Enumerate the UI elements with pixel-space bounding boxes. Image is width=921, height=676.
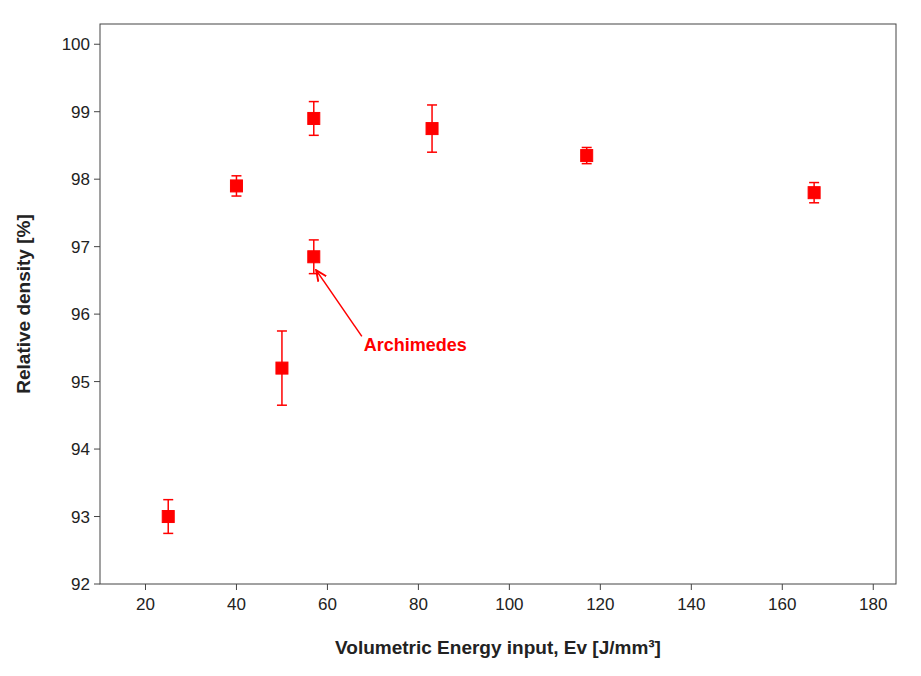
error-bar-cap: [582, 147, 592, 149]
error-bar: [809, 183, 819, 203]
y-axis: 92 93 94 95 96 97 98 99 100: [62, 35, 100, 594]
error-bar: [277, 331, 287, 405]
x-axis-label: Volumetric Energy input, Ev [J/mm³]: [335, 637, 661, 658]
point: [808, 187, 820, 199]
y-tick: [94, 246, 100, 247]
error-bar: [231, 176, 241, 196]
y-tick-label: 97: [71, 238, 90, 257]
y-axis-label: Relative density [%]: [13, 214, 34, 394]
error-bar-cap: [277, 330, 287, 332]
y-tick-label: 94: [71, 440, 90, 459]
y-tick: [94, 179, 100, 180]
plot-frame: [100, 24, 896, 584]
y-tick: [94, 516, 100, 517]
x-axis: 20 40 60 80 100 120 140 160 180: [136, 584, 887, 614]
error-bar-cap: [309, 135, 319, 137]
x-tick: [327, 584, 328, 590]
x-tick: [236, 584, 237, 590]
point: [308, 251, 320, 263]
x-tick-label: 40: [227, 595, 246, 614]
error-bar: [309, 102, 319, 136]
error-bar-cap: [427, 104, 437, 106]
x-tick-label: 100: [495, 595, 523, 614]
error-bar-cap: [231, 175, 241, 177]
y-tick-label: 92: [71, 575, 90, 594]
error-bar-cap: [309, 273, 319, 275]
y-tick-label: 95: [71, 373, 90, 392]
error-bar: [309, 240, 319, 274]
x-tick-label: 180: [859, 595, 887, 614]
annotations: Archimedes: [316, 270, 467, 355]
error-bar-cap: [163, 533, 173, 535]
y-tick-label: 100: [62, 35, 90, 54]
x-tick-label: 20: [136, 595, 155, 614]
error-bar: [163, 500, 173, 534]
data-marks: [162, 102, 820, 534]
y-tick: [94, 314, 100, 315]
error-bar-cap: [163, 499, 173, 501]
error-bar-cap: [809, 182, 819, 184]
x-tick: [600, 584, 601, 590]
chart: 20 40 60 80 100 120 140 160 180 92 93 94 95 96 97 98 99 1…: [0, 0, 921, 676]
x-tick: [145, 584, 146, 590]
point: [581, 150, 593, 162]
x-tick-label: 80: [409, 595, 428, 614]
point: [162, 511, 174, 523]
y-tick: [94, 449, 100, 450]
error-bar-cap: [427, 151, 437, 153]
series: [162, 102, 820, 534]
point: [230, 180, 242, 192]
y-tick-label: 99: [71, 103, 90, 122]
y-tick-label: 93: [71, 508, 90, 527]
error-bar: [427, 105, 437, 152]
x-tick: [691, 584, 692, 590]
x-tick: [509, 584, 510, 590]
error-bar-cap: [809, 202, 819, 204]
x-tick: [782, 584, 783, 590]
y-tick: [94, 584, 100, 585]
point: [276, 362, 288, 374]
y-tick-label: 96: [71, 305, 90, 324]
error-bar-cap: [277, 404, 287, 406]
y-tick: [94, 381, 100, 382]
error-bar-cap: [231, 195, 241, 197]
y-tick-label: 98: [71, 170, 90, 189]
point: [308, 112, 320, 124]
error-bar-cap: [309, 101, 319, 103]
x-tick-label: 120: [586, 595, 614, 614]
point: [426, 123, 438, 135]
x-tick: [873, 584, 874, 590]
x-tick-label: 140: [677, 595, 705, 614]
error-bar-cap: [582, 163, 592, 165]
series: [276, 331, 288, 405]
annotation-text: Archimedes: [364, 335, 467, 355]
error-bar: [582, 147, 592, 163]
y-tick: [94, 111, 100, 112]
x-tick-label: 60: [318, 595, 337, 614]
series: [308, 240, 320, 274]
error-bar-cap: [309, 239, 319, 241]
annotation-arrow: [316, 270, 362, 336]
x-tick: [418, 584, 419, 590]
y-tick: [94, 44, 100, 45]
x-tick-label: 160: [768, 595, 796, 614]
